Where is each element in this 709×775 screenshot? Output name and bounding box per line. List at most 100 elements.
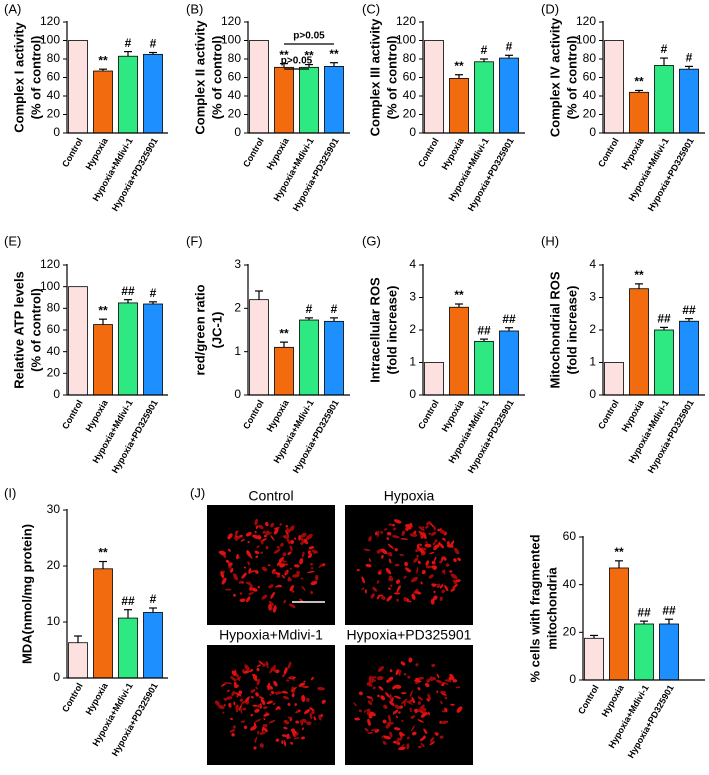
bar xyxy=(299,319,319,396)
error-bar xyxy=(149,607,157,613)
mitochondrion xyxy=(259,743,264,748)
mitochondrion xyxy=(320,714,324,717)
mitochondrion xyxy=(422,526,425,529)
mitochondrion xyxy=(285,525,289,528)
bar xyxy=(629,91,649,134)
mitochondrion xyxy=(231,733,235,737)
error-bar xyxy=(280,341,288,348)
bar xyxy=(68,40,88,134)
mitochondrion xyxy=(238,704,242,711)
mitochondrion xyxy=(428,532,431,535)
mitochondrion xyxy=(221,577,227,585)
mitochondrion xyxy=(367,700,373,706)
bar xyxy=(584,637,604,681)
error-bar xyxy=(280,63,288,68)
mitochondrion xyxy=(250,725,257,731)
mitochondrion xyxy=(388,551,392,556)
mitochondrion xyxy=(440,700,443,705)
y-tick-label: 60 xyxy=(563,529,577,543)
mitochondrion xyxy=(299,598,304,603)
bar xyxy=(474,61,494,134)
mitochondrion xyxy=(315,574,319,581)
mitochondrion xyxy=(249,669,254,673)
mitochondrion xyxy=(436,690,439,693)
y-tick-label: 80 xyxy=(47,51,61,65)
mitochondrion xyxy=(389,584,393,587)
y-tick-label: 4 xyxy=(589,257,596,271)
mitochondrion xyxy=(256,664,262,668)
mitochondrion xyxy=(248,592,254,595)
y-tick-label: 100 xyxy=(40,33,60,47)
mitochondrion xyxy=(292,731,295,737)
mitochondrion xyxy=(247,561,251,566)
mitochondrion xyxy=(270,535,275,541)
mitochondrion xyxy=(450,540,455,546)
mitochondrion xyxy=(409,690,413,698)
error-bar xyxy=(124,609,132,619)
mitochondrion xyxy=(429,741,435,746)
mitochondrion xyxy=(290,539,295,545)
mitochondrion xyxy=(364,727,369,732)
y-tick-label: 40 xyxy=(47,88,61,102)
y-tick-label: 4 xyxy=(409,257,416,271)
mitochondrion xyxy=(255,525,259,530)
mitochondrion xyxy=(276,574,281,578)
mitochondrion xyxy=(358,691,363,696)
mitochondrion xyxy=(254,518,258,526)
mitochondrion xyxy=(230,676,237,682)
significance: ** xyxy=(279,48,289,62)
y-tick-label: 20 xyxy=(563,625,577,639)
mitochondrion xyxy=(451,544,454,548)
mitochondrion xyxy=(228,562,233,566)
error-bar xyxy=(305,63,313,68)
mitochondrion xyxy=(287,551,292,556)
mitochondrion xyxy=(377,594,380,600)
mitochondrion xyxy=(265,545,269,550)
image-label: Hypoxia xyxy=(384,488,435,504)
mitochondrion xyxy=(377,694,380,698)
bar xyxy=(634,623,654,681)
mitochondrion xyxy=(291,693,295,697)
mitochondrion xyxy=(283,719,290,725)
significance: ## xyxy=(121,284,135,298)
y-tick-label: 120 xyxy=(40,14,60,28)
mitochondrion xyxy=(279,523,282,526)
mitochondrion xyxy=(401,530,406,537)
mitochondrion xyxy=(440,529,446,535)
bar xyxy=(449,78,469,134)
mitochondrion xyxy=(283,726,288,730)
mitochondrion xyxy=(275,572,281,576)
mitochondrion xyxy=(450,703,455,706)
mitochondrion xyxy=(225,696,233,700)
mitochondrion xyxy=(253,746,257,750)
mitochondrion xyxy=(441,683,445,687)
mitochondrion xyxy=(268,600,275,606)
significance: ** xyxy=(454,288,464,302)
y-tick-label: 20 xyxy=(583,107,597,121)
mitochondrion xyxy=(376,580,380,584)
mitochondrion xyxy=(303,709,311,715)
mitochondrion xyxy=(406,743,410,750)
y-tick-label: 20 xyxy=(228,107,242,121)
mitochondrion xyxy=(425,565,432,569)
panel-label: (B) xyxy=(186,1,203,16)
mitochondrion xyxy=(455,686,461,689)
bar xyxy=(679,320,699,396)
mitochondrion xyxy=(389,669,393,673)
mitochondrion xyxy=(439,543,445,549)
error-bar xyxy=(505,54,513,59)
error-bar xyxy=(305,317,313,321)
y-axis-label: Complex III activity xyxy=(367,18,382,137)
mitochondrion xyxy=(394,563,400,567)
mitochondrion xyxy=(410,576,418,583)
y-tick-label: 3 xyxy=(234,257,241,271)
mitochondrion xyxy=(381,554,384,559)
mitochondrion xyxy=(424,543,432,548)
mitochondrion xyxy=(261,566,268,572)
mitochondrion xyxy=(423,735,426,738)
mitochondrion xyxy=(439,560,443,564)
error-bar xyxy=(660,57,668,66)
error-bar xyxy=(640,620,648,624)
mitochondrion xyxy=(436,673,440,679)
mitochondrion xyxy=(300,719,304,726)
